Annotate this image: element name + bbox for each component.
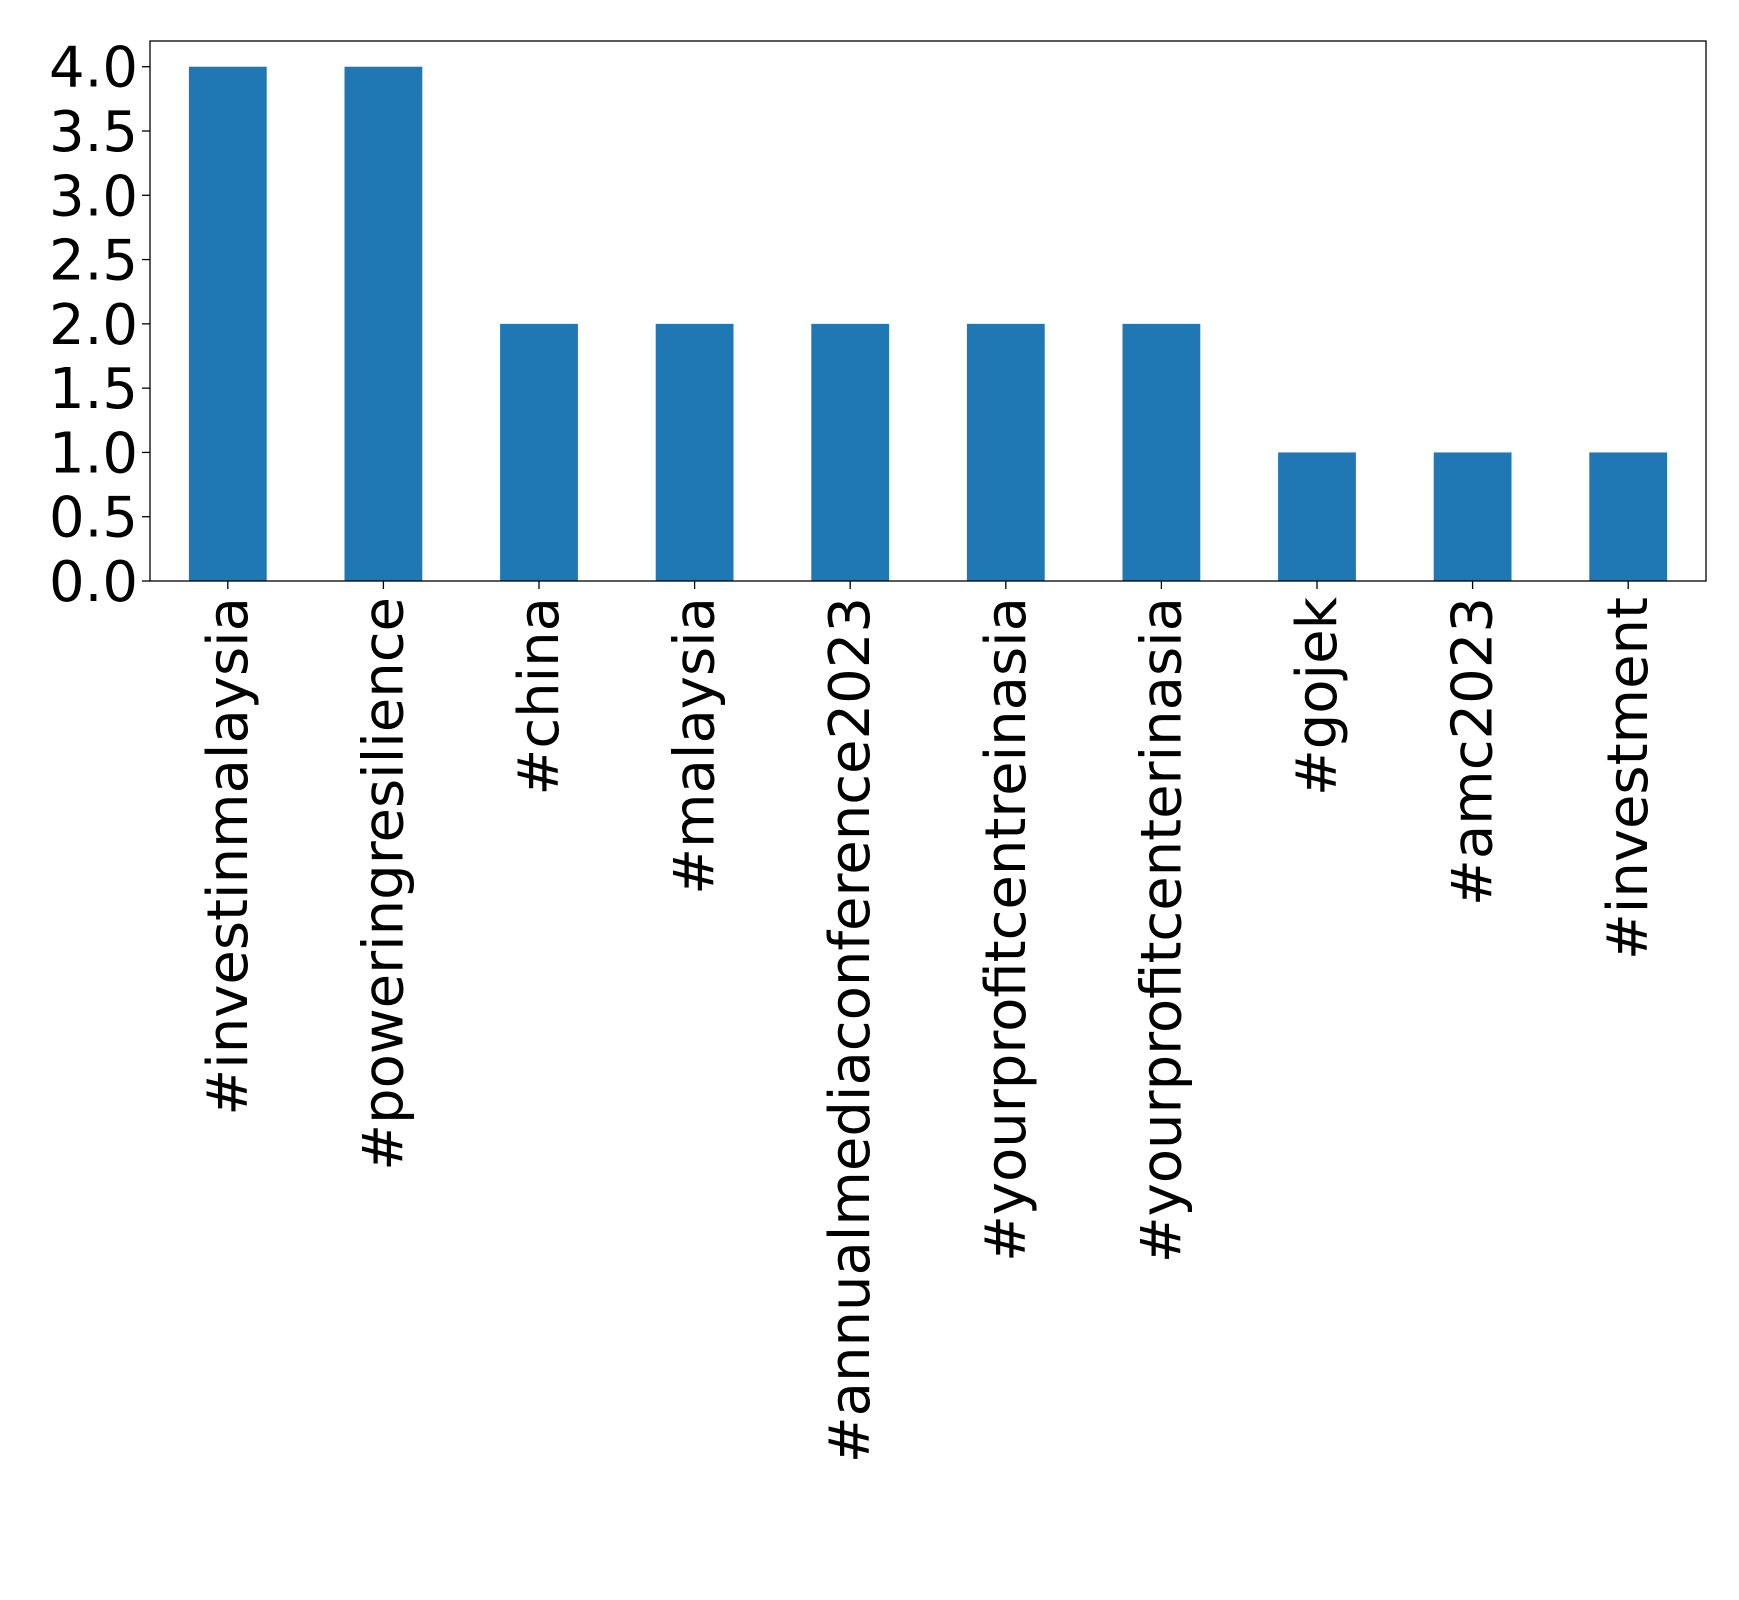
y-tick-label: 3.5 xyxy=(49,100,138,165)
x-tick-label: #investment xyxy=(1596,597,1661,960)
x-tick-label: #malaysia xyxy=(663,597,728,895)
y-tick-label: 2.0 xyxy=(49,293,138,358)
x-tick-label: #yourprofitcenterinasia xyxy=(1129,597,1194,1263)
bar-2 xyxy=(344,66,423,581)
x-tick-label: #yourprofitcentreinasia xyxy=(974,597,1039,1262)
bar-3 xyxy=(500,323,578,581)
x-tick-label: #amc2023 xyxy=(1441,597,1506,906)
bar-10 xyxy=(1589,452,1668,581)
y-tick-label: 1.0 xyxy=(49,421,138,486)
bar-4 xyxy=(655,323,734,581)
y-tick-label: 2.5 xyxy=(49,229,138,294)
plot-frame xyxy=(149,40,1707,582)
y-axis: 0.00.51.01.52.02.53.03.54.0 xyxy=(49,36,150,615)
x-tick-label: #investinmalaysia xyxy=(196,597,261,1116)
bar-7 xyxy=(1122,323,1201,581)
bar-6 xyxy=(966,323,1045,581)
x-tick-label: #poweringresilience xyxy=(351,597,416,1171)
y-tick-label: 0.5 xyxy=(49,486,138,551)
bars-layer xyxy=(188,66,1668,581)
x-axis: #investinmalaysia #poweringresilience #chi… xyxy=(196,581,1661,1463)
bar-5 xyxy=(811,323,890,581)
bar-1 xyxy=(188,66,267,581)
y-tick-label: 1.5 xyxy=(49,357,138,422)
y-tick-label: 4.0 xyxy=(49,36,138,101)
x-tick-label: #gojek xyxy=(1285,596,1350,796)
bar-9 xyxy=(1433,452,1512,581)
x-tick-label: #annualmediaconference2023 xyxy=(818,597,883,1463)
x-tick-label: #china xyxy=(507,597,572,796)
y-tick-label: 0.0 xyxy=(49,550,138,615)
y-tick-label: 3.0 xyxy=(49,164,138,229)
bar-8 xyxy=(1278,452,1356,581)
